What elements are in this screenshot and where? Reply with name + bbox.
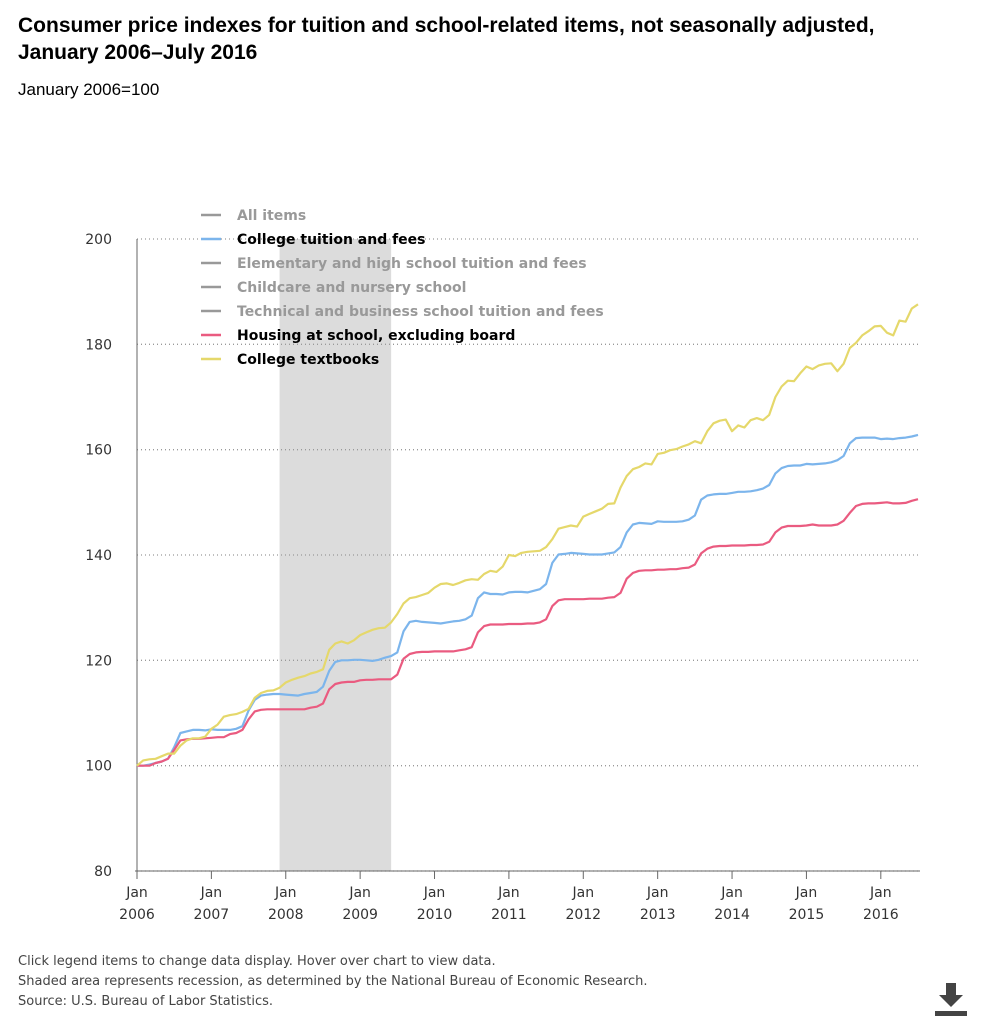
y-tick-label: 200 (85, 232, 112, 248)
legend-label: College tuition and fees (237, 232, 426, 248)
legend-item[interactable]: Housing at school, excluding board (201, 328, 515, 344)
x-tick-label: Jan 2013 (640, 885, 676, 923)
series-line (137, 433, 919, 767)
x-tick-label: Jan 2014 (714, 885, 750, 923)
chart-title: Consumer price indexes for tuition and s… (18, 14, 875, 64)
legend-label: All items (237, 208, 306, 224)
series-line (136, 303, 919, 767)
x-tick-label: Jan 2006 (119, 885, 155, 923)
legend-label: Housing at school, excluding board (237, 328, 515, 344)
footnote: Source: U.S. Bureau of Labor Statistics. (18, 994, 273, 1009)
x-tick-label: Jan 2009 (342, 885, 378, 923)
y-tick-label: 160 (85, 443, 112, 459)
y-tick-label: 100 (85, 759, 112, 775)
x-tick-label: Jan 2007 (194, 885, 230, 923)
footnote: Shaded area represents recession, as det… (18, 974, 648, 989)
legend-label: Childcare and nursery school (237, 280, 466, 296)
y-tick-label: 140 (85, 548, 112, 564)
legend-label: Elementary and high school tuition and f… (237, 256, 587, 272)
download-base (935, 1011, 967, 1016)
legend-label: Technical and business school tuition an… (237, 304, 604, 320)
y-tick-label: 120 (85, 653, 112, 669)
x-tick-label: Jan 2012 (565, 885, 601, 923)
x-tick-label: Jan 2008 (268, 885, 304, 923)
legend-item[interactable]: Elementary and high school tuition and f… (201, 256, 587, 272)
x-tick-label: Jan 2015 (789, 885, 825, 923)
x-tick-label: Jan 2010 (417, 885, 453, 923)
legend-label: College textbooks (237, 352, 379, 368)
legend-item[interactable]: Childcare and nursery school (201, 280, 466, 296)
recession-shade (279, 239, 392, 871)
legend-item[interactable]: All items (201, 208, 306, 224)
download-icon (939, 983, 963, 1007)
legend-item[interactable]: College tuition and fees (201, 232, 426, 248)
chart-subtitle: January 2006=100 (18, 80, 160, 99)
footnote: Click legend items to change data displa… (18, 954, 496, 969)
download-button[interactable] (930, 980, 972, 1022)
y-tick-label: 180 (85, 337, 112, 353)
legend-item[interactable]: College textbooks (201, 352, 379, 368)
y-tick-label: 80 (94, 864, 112, 880)
x-tick-label: Jan 2011 (491, 885, 527, 923)
legend-item[interactable]: Technical and business school tuition an… (201, 304, 604, 320)
series-line (137, 498, 919, 767)
x-tick-label: Jan 2016 (863, 885, 899, 923)
